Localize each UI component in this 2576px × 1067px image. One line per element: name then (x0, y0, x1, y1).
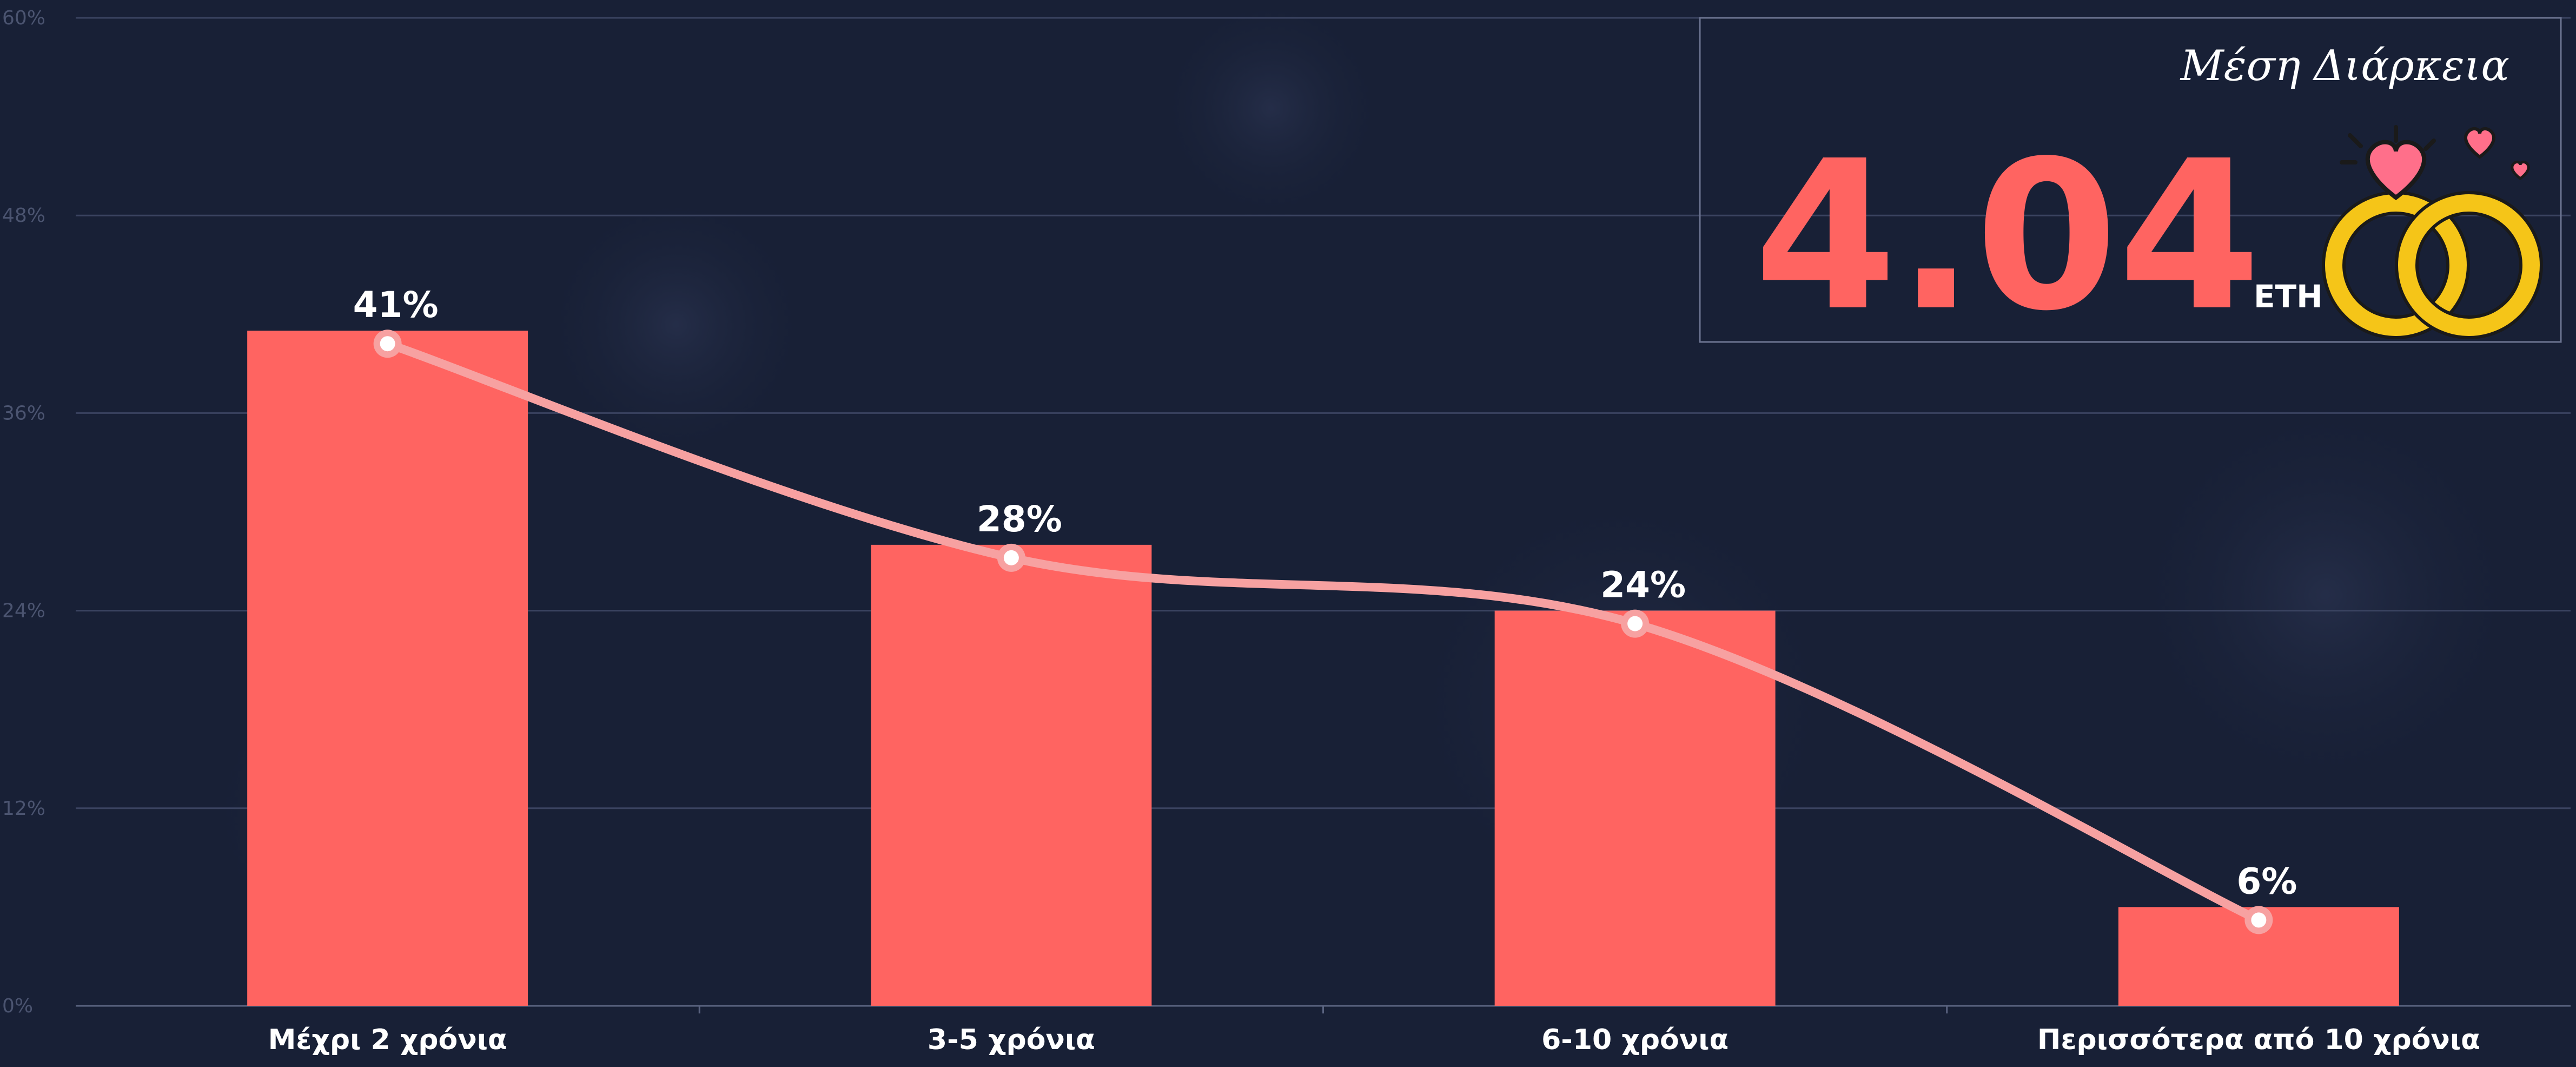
y-tick-label: 60% (2, 7, 45, 29)
value-label: 24% (1600, 564, 1686, 606)
x-tick-label: 6-10 χρόνια (1541, 1024, 1729, 1056)
trend-point-core (1627, 616, 1643, 631)
x-tick-label: Μέχρι 2 χρόνια (268, 1024, 507, 1056)
y-tick-label: 36% (2, 402, 45, 424)
value-label: 6% (2236, 860, 2297, 902)
y-tick-label: 48% (2, 205, 45, 227)
x-tick-label: 3-5 χρόνια (928, 1024, 1095, 1056)
info-value: 4.04 (1754, 116, 2261, 356)
value-label: 28% (977, 498, 1062, 540)
value-label: 41% (353, 284, 439, 326)
bar (247, 331, 528, 1006)
y-tick-label: 0% (2, 995, 33, 1017)
x-tick-label: Περισσότερα από 10 χρόνια (2037, 1024, 2480, 1056)
y-tick-label: 12% (2, 798, 45, 820)
bar (1495, 611, 1776, 1006)
y-tick-label: 24% (2, 600, 45, 622)
info-title: Μέση Διάρκεια (2180, 42, 2509, 90)
trend-point-core (2251, 912, 2266, 927)
trend-point-core (380, 336, 395, 351)
trend-point-core (1004, 550, 1019, 565)
page: {"chart_data": {"type": "bar", "categori… (0, 0, 2576, 1067)
bar (871, 545, 1151, 1006)
info-unit: ETH (2254, 278, 2323, 315)
chart: 0% 12% 24% 36% 48% 60% Μέχρι 2 χρόνια 3-5 χρόνι… (0, 0, 2576, 1067)
